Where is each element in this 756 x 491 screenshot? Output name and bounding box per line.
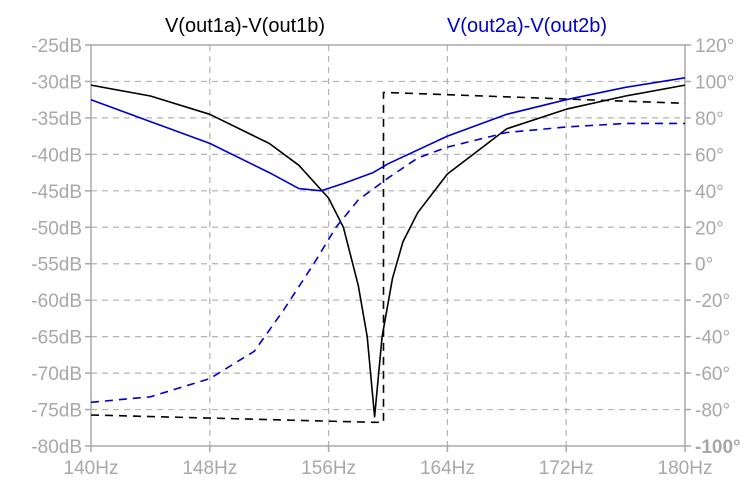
- legend-series-2: V(out2a)-V(out2b): [447, 15, 607, 37]
- series-1-magnitude-line: [90, 84, 686, 418]
- y-left-tick-label: -25dB: [31, 36, 82, 57]
- y-left-axis-ticks: -25dB -30dB -35dB -40dB -45dB -50dB -55dB -60dB…: [31, 36, 91, 458]
- x-tick-label: 156Hz: [301, 458, 356, 479]
- y-left-tick-label: -35dB: [31, 109, 82, 130]
- x-tick-label: 180Hz: [658, 458, 713, 479]
- y-right-tick-label: -40°: [695, 328, 730, 349]
- y-left-tick-label: -70dB: [31, 364, 82, 385]
- y-left-tick-label: -40dB: [31, 145, 82, 166]
- x-tick-label: 172Hz: [539, 458, 594, 479]
- y-right-tick-label: -80°: [695, 401, 730, 422]
- y-right-tick-label: 80°: [695, 109, 724, 130]
- legend-series-1: V(out1a)-V(out1b): [165, 15, 325, 37]
- series-4-phase-line: [90, 122, 685, 404]
- x-axis-ticks: 140Hz 148Hz 156Hz 164Hz 172Hz 180Hz: [64, 446, 713, 479]
- y-right-tick-label: 60°: [695, 145, 724, 166]
- y-right-axis-ticks: 120° 100° 80° 60° 40° 20° 0° -20° -40° -60° -80° -1…: [685, 36, 741, 458]
- y-right-tick-label: -20°: [695, 291, 730, 312]
- y-right-tick-label: 120°: [695, 36, 734, 57]
- y-left-tick-label: -45dB: [31, 182, 82, 203]
- y-left-tick-label: -60dB: [31, 291, 82, 312]
- y-left-tick-label: -65dB: [31, 328, 82, 349]
- y-left-tick-label: -80dB: [31, 437, 82, 458]
- y-left-tick-label: -30dB: [31, 72, 82, 93]
- series-3-magnitude-line: [90, 77, 686, 192]
- y-right-tick-label: -60°: [695, 364, 730, 385]
- y-right-tick-label: 0°: [695, 255, 713, 276]
- y-right-tick-label: 40°: [695, 182, 724, 203]
- grid: [91, 45, 685, 446]
- series-lines: [90, 77, 686, 424]
- y-left-tick-label: -50dB: [31, 218, 82, 239]
- y-right-tick-label: 100°: [695, 72, 734, 93]
- y-left-tick-label: -55dB: [31, 255, 82, 276]
- y-right-tick-label: -100°: [695, 437, 741, 458]
- y-right-tick-label: 20°: [695, 218, 724, 239]
- series-2-phase-line: [90, 91, 686, 424]
- x-tick-label: 148Hz: [182, 458, 237, 479]
- x-tick-label: 140Hz: [64, 458, 119, 479]
- x-tick-label: 164Hz: [420, 458, 475, 479]
- y-left-tick-label: -75dB: [31, 401, 82, 422]
- plot-frame: [90, 44, 686, 447]
